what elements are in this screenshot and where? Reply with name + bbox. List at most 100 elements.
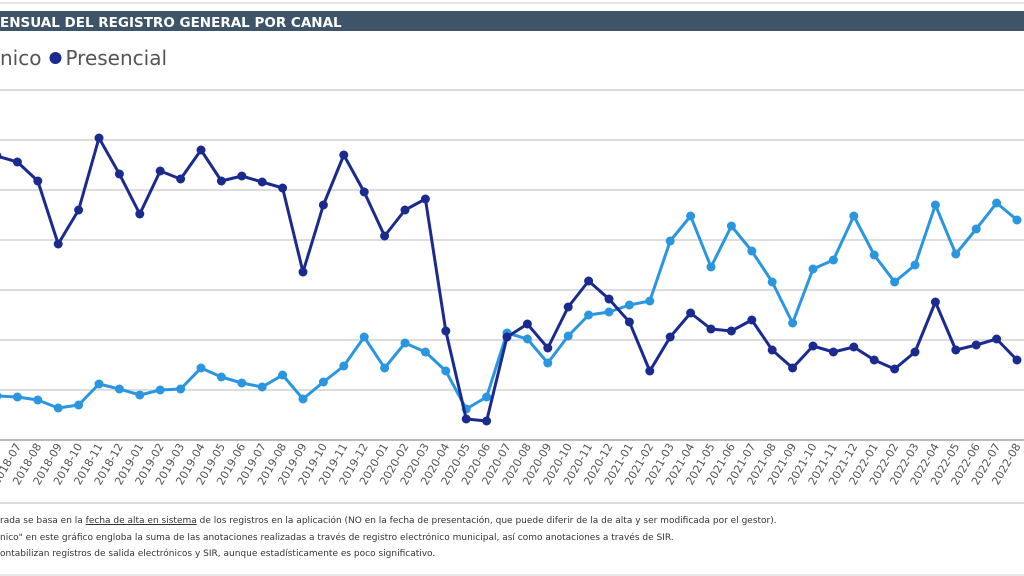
footnote-text: nico" en este gráfico engloba la suma de… — [0, 532, 674, 543]
point — [155, 385, 165, 395]
point — [869, 355, 879, 365]
point — [216, 372, 226, 382]
point — [33, 176, 43, 186]
point — [482, 392, 492, 402]
point — [53, 239, 63, 249]
point — [12, 157, 22, 167]
point — [706, 262, 716, 272]
point — [380, 363, 390, 373]
point — [604, 307, 614, 317]
point — [114, 384, 124, 394]
point — [971, 340, 981, 350]
point — [584, 310, 594, 320]
point — [971, 224, 981, 234]
point — [808, 341, 818, 351]
point — [502, 332, 512, 342]
point — [278, 370, 288, 380]
point — [359, 187, 369, 197]
point — [767, 345, 777, 355]
footnote-text: rada se basa en la — [0, 516, 86, 526]
point — [767, 277, 777, 287]
point — [910, 260, 920, 270]
point — [318, 200, 328, 210]
point — [0, 392, 2, 400]
point — [380, 231, 390, 241]
point — [849, 342, 859, 352]
point — [420, 194, 430, 204]
point — [584, 276, 594, 286]
point — [12, 392, 22, 402]
point — [135, 390, 145, 400]
point — [400, 205, 410, 215]
point — [257, 382, 267, 392]
point — [747, 246, 757, 256]
point — [930, 200, 940, 210]
point — [278, 183, 288, 193]
point — [1012, 355, 1022, 365]
point — [930, 297, 940, 307]
point — [0, 152, 2, 160]
legend-label: nico — [0, 46, 41, 70]
point — [788, 318, 798, 328]
point — [94, 379, 104, 389]
point — [237, 378, 247, 388]
point — [74, 205, 84, 215]
point — [808, 264, 818, 274]
point — [563, 302, 573, 312]
series — [0, 198, 1022, 414]
footnote: nico" en este gráfico engloba la suma de… — [0, 530, 777, 547]
point — [155, 166, 165, 176]
footnote: ontabilizan registros de salida electrón… — [0, 546, 777, 563]
point — [237, 171, 247, 181]
point — [686, 308, 696, 318]
point — [849, 211, 859, 221]
point — [318, 377, 328, 387]
point — [706, 324, 716, 334]
point — [196, 363, 206, 373]
point — [604, 294, 614, 304]
point — [400, 338, 410, 348]
point — [441, 326, 451, 336]
point — [461, 414, 471, 424]
point — [624, 317, 634, 327]
point — [298, 394, 308, 404]
point — [747, 315, 757, 325]
point — [216, 176, 226, 186]
point — [441, 366, 451, 376]
point — [1012, 215, 1022, 225]
point — [196, 145, 206, 155]
point — [686, 211, 696, 221]
point — [339, 361, 349, 371]
point — [74, 400, 84, 410]
point — [543, 343, 553, 353]
footnote-text: de los registros en la aplicación (NO en… — [196, 516, 777, 526]
point — [890, 364, 900, 374]
point — [522, 319, 532, 329]
point — [420, 347, 430, 357]
point — [257, 177, 267, 187]
point — [33, 395, 43, 405]
point — [828, 347, 838, 357]
point — [992, 198, 1002, 208]
line — [0, 201, 1018, 411]
point — [135, 209, 145, 219]
footnote-text: fecha de alta en sistema — [85, 516, 197, 526]
point — [645, 296, 655, 306]
point — [94, 133, 104, 143]
legend-marker — [49, 52, 62, 64]
series — [0, 133, 1022, 426]
point — [665, 236, 675, 246]
point — [788, 363, 798, 373]
point — [951, 249, 961, 259]
point — [665, 332, 675, 342]
point — [339, 150, 349, 160]
point — [114, 169, 124, 179]
footnote: rada se basa en la fecha de alta en sist… — [0, 513, 777, 530]
point — [563, 331, 573, 341]
point — [951, 345, 961, 355]
point — [53, 403, 63, 413]
point — [482, 416, 492, 426]
point — [298, 267, 308, 277]
